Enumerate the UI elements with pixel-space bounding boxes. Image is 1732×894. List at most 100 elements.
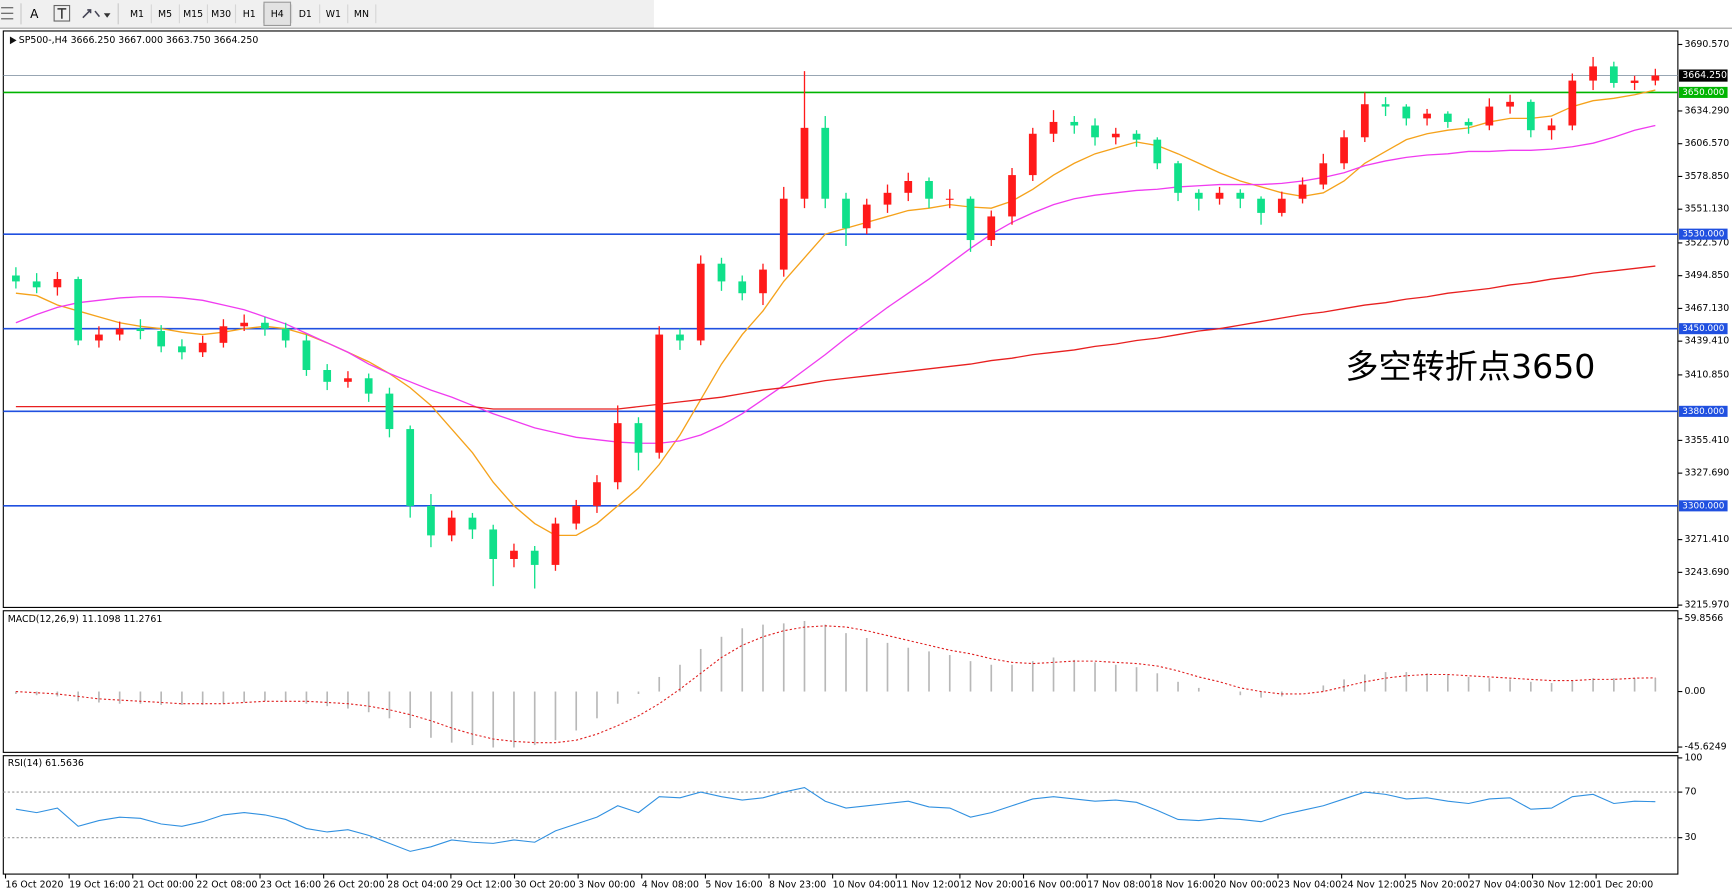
timeframe-button[interactable]: D1 <box>299 9 312 20</box>
candle-body <box>1194 192 1203 199</box>
timeframe-pressed[interactable] <box>263 1 292 27</box>
candle-body <box>12 275 20 282</box>
candle-body <box>530 550 539 565</box>
level-label-box <box>1678 86 1728 98</box>
candle-body <box>593 482 601 506</box>
y-tick-label: 3355.410 <box>1685 435 1730 446</box>
candle-body <box>261 322 269 329</box>
candle-body <box>883 192 892 205</box>
candle-body <box>1340 137 1348 164</box>
candle-body <box>364 378 373 394</box>
x-tick-label: 26 Oct 20:00 <box>324 880 385 891</box>
collapse-triangle <box>9 36 17 45</box>
candle-body <box>1277 198 1286 213</box>
candle-body <box>281 328 290 341</box>
candle-body <box>1070 121 1079 126</box>
candle-body <box>551 523 560 565</box>
panel-frame <box>2 755 1679 875</box>
candle-body <box>1360 104 1369 138</box>
candle-body <box>1526 101 1535 131</box>
level-label: 3650.000 <box>1682 88 1724 98</box>
candle-body <box>74 279 83 341</box>
candle-body <box>987 216 996 241</box>
y-tick-label: 70 <box>1685 787 1697 798</box>
y-tick-label: 3690.570 <box>1685 39 1730 50</box>
x-tick-label: 25 Nov 20:00 <box>1405 880 1468 891</box>
level-label-box <box>1678 405 1728 417</box>
candle-body <box>925 180 933 199</box>
candle-body <box>240 322 249 327</box>
y-tick-label: 3410.850 <box>1685 369 1730 380</box>
icon-stroke <box>57 8 67 19</box>
timeframe-button[interactable]: M1 <box>130 9 144 20</box>
candle-body <box>1257 198 1265 213</box>
x-tick-label: 5 Nov 16:00 <box>705 880 762 891</box>
x-tick-label: 17 Nov 08:00 <box>1087 880 1150 891</box>
candle-body <box>115 328 124 335</box>
candle-body <box>344 378 352 382</box>
timeframe-button[interactable]: M5 <box>158 9 172 20</box>
x-tick-label: 23 Oct 16:00 <box>260 880 321 891</box>
timeframe-button[interactable]: H4 <box>271 9 284 20</box>
x-tick-label: 27 Nov 04:00 <box>1469 880 1532 891</box>
candle-body <box>1651 75 1660 81</box>
y-tick-label: 3439.410 <box>1685 336 1730 347</box>
arrows-tool[interactable] <box>82 9 111 19</box>
candle-body <box>1153 139 1162 164</box>
candle-body <box>198 342 207 353</box>
candle-body <box>1111 133 1120 138</box>
timeframe-button[interactable]: M30 <box>211 9 231 20</box>
candle-body <box>821 127 830 199</box>
rsi-title: RSI(14) 61.5636 <box>8 758 84 769</box>
candle-body <box>427 505 435 536</box>
candle-body <box>1132 133 1141 140</box>
candle-body <box>1568 80 1577 126</box>
x-tick-label: 18 Nov 16:00 <box>1151 880 1214 891</box>
x-tick-label: 4 Nov 08:00 <box>642 880 699 891</box>
timeframe-button[interactable]: W1 <box>326 9 341 20</box>
y-tick-label: 3271.410 <box>1685 534 1730 545</box>
y-tick-label: 3606.570 <box>1685 138 1730 149</box>
text-label-tool[interactable] <box>53 4 71 22</box>
candle-body <box>219 326 228 343</box>
y-tick-label: 3634.290 <box>1685 105 1730 116</box>
candle-body <box>1443 113 1452 122</box>
y-tick-label: 3522.570 <box>1685 237 1730 248</box>
candle-body <box>468 517 477 530</box>
x-tick-label: 16 Oct 2020 <box>6 880 64 891</box>
x-tick-label: 8 Nov 23:00 <box>769 880 826 891</box>
candle-body <box>1008 175 1016 217</box>
candle-body <box>510 550 518 560</box>
candle-body <box>779 198 788 270</box>
moving-average <box>15 124 1656 444</box>
panel-frame <box>2 30 1679 608</box>
level-label-box <box>1678 500 1728 512</box>
dropdown-arrow <box>103 13 111 18</box>
crosshair-tool[interactable] <box>1 7 14 20</box>
level-label-box <box>1678 228 1728 240</box>
x-tick-label: 30 Nov 12:00 <box>1533 880 1596 891</box>
macd-title: MACD(12,26,9) 11.1098 11.2761 <box>8 614 163 625</box>
y-tick-label: -45.6249 <box>1685 742 1727 753</box>
timeframe-button[interactable]: M15 <box>183 9 203 20</box>
candle-body <box>842 198 850 229</box>
candle-body <box>572 505 581 524</box>
icon-stroke <box>82 9 101 19</box>
candle-body <box>738 281 747 294</box>
candle-body <box>1215 192 1224 199</box>
candle-body <box>1630 80 1639 83</box>
candle-body <box>489 529 498 560</box>
candle-body <box>1423 113 1431 119</box>
text-tool[interactable]: A <box>30 7 39 21</box>
candle-body <box>178 346 186 353</box>
annotation: 多空转折点3650 <box>1345 347 1595 386</box>
candle-body <box>655 334 664 453</box>
x-tick-label: 28 Oct 04:00 <box>387 880 448 891</box>
candle-body <box>447 517 456 536</box>
timeframe-button[interactable]: H1 <box>243 9 256 20</box>
y-tick-label: 3215.970 <box>1685 600 1730 611</box>
x-tick-label: 3 Nov 00:00 <box>578 880 635 891</box>
timeframe-button[interactable]: MN <box>354 9 369 20</box>
